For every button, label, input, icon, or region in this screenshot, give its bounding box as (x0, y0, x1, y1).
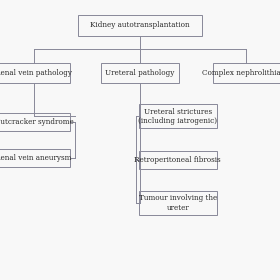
FancyBboxPatch shape (101, 63, 179, 83)
Text: Ureteral pathology: Ureteral pathology (105, 69, 175, 77)
FancyBboxPatch shape (139, 191, 217, 215)
FancyBboxPatch shape (213, 63, 280, 83)
FancyBboxPatch shape (78, 15, 202, 36)
Text: Kidney autotransplantation: Kidney autotransplantation (90, 21, 190, 29)
FancyBboxPatch shape (139, 104, 217, 128)
Text: Tumour involving the
ureter: Tumour involving the ureter (139, 194, 217, 212)
Text: Complex nephrolithiasis: Complex nephrolithiasis (202, 69, 280, 77)
Text: Renal vein pathology: Renal vein pathology (0, 69, 72, 77)
FancyBboxPatch shape (0, 113, 70, 131)
Text: Nutcracker syndrome: Nutcracker syndrome (0, 118, 73, 126)
Text: Renal vein aneurysm: Renal vein aneurysm (0, 154, 72, 162)
Text: Ureteral strictures
(including iatrogenic): Ureteral strictures (including iatrogeni… (138, 108, 217, 125)
FancyBboxPatch shape (0, 63, 70, 83)
FancyBboxPatch shape (139, 151, 217, 169)
Text: Retroperitoneal fibrosis: Retroperitoneal fibrosis (134, 156, 221, 164)
FancyBboxPatch shape (0, 149, 70, 167)
